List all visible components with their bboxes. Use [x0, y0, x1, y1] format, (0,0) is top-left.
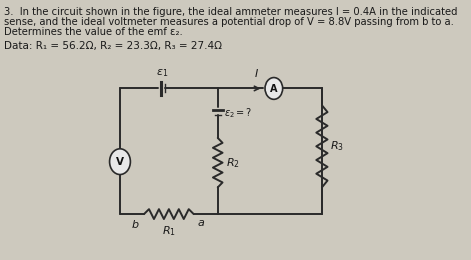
Text: A: A: [270, 84, 277, 94]
Text: $I$: $I$: [254, 67, 259, 79]
Text: sense, and the ideal voltmeter measures a potential drop of V = 8.8V passing fro: sense, and the ideal voltmeter measures …: [4, 17, 454, 27]
Text: $a$: $a$: [197, 218, 205, 228]
Text: $b$: $b$: [130, 218, 139, 230]
Text: 3.  In the circuit shown in the figure, the ideal ammeter measures I = 0.4A in t: 3. In the circuit shown in the figure, t…: [4, 7, 457, 17]
Text: Determines the value of the emf ε₂.: Determines the value of the emf ε₂.: [4, 27, 183, 37]
Text: $R_3$: $R_3$: [330, 139, 344, 153]
Text: $R_2$: $R_2$: [226, 156, 240, 170]
Text: V: V: [116, 157, 124, 167]
Text: $\varepsilon_2=?$: $\varepsilon_2=?$: [224, 106, 252, 120]
Text: $R_1$: $R_1$: [162, 224, 176, 238]
Circle shape: [265, 77, 283, 99]
Circle shape: [110, 149, 130, 174]
Text: $\varepsilon_1$: $\varepsilon_1$: [156, 67, 169, 79]
Text: Data: R₁ = 56.2Ω, R₂ = 23.3Ω, R₃ = 27.4Ω: Data: R₁ = 56.2Ω, R₂ = 23.3Ω, R₃ = 27.4Ω: [4, 41, 222, 51]
